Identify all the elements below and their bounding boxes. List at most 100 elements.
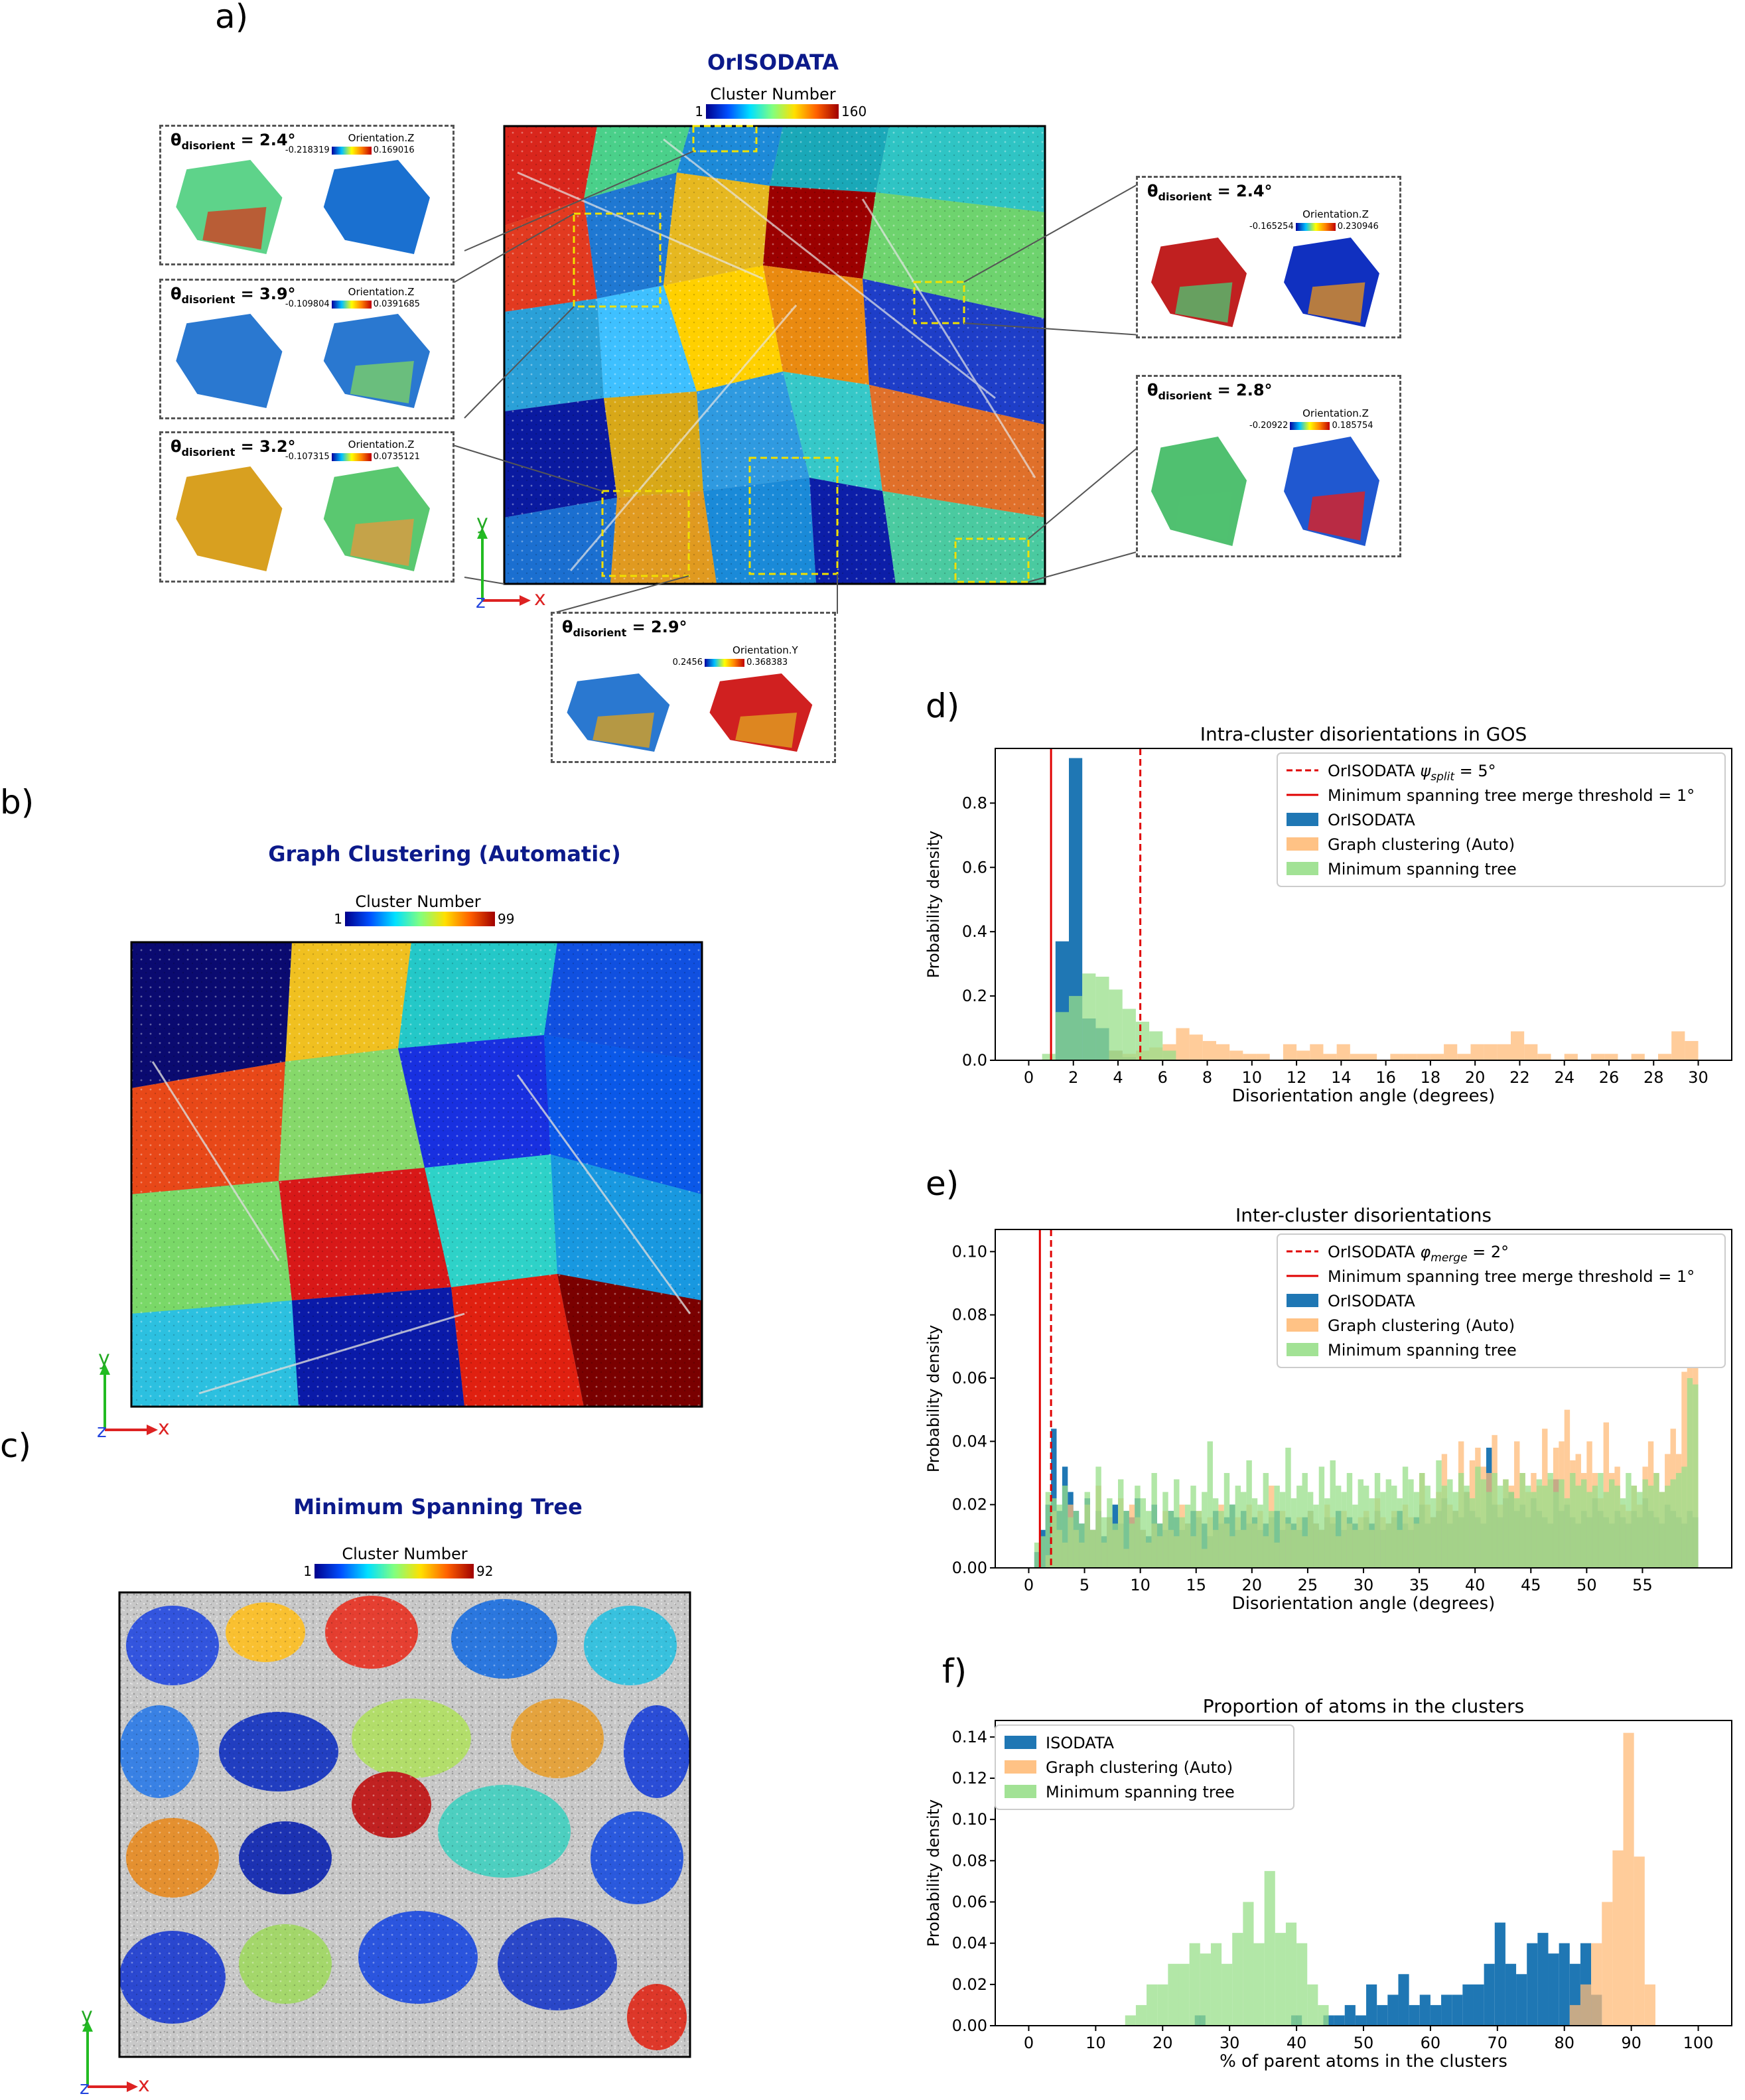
bar-minimum-spanning-tree	[1480, 1479, 1486, 1568]
bar-minimum-spanning-tree	[1157, 1984, 1168, 2026]
axis-b-z: z	[97, 1420, 107, 1442]
inset-connectors	[451, 151, 1142, 614]
bar-minimum-spanning-tree	[1051, 1498, 1057, 1568]
bar-minimum-spanning-tree	[1168, 1511, 1174, 1568]
bar-graph-clustering-auto-	[1612, 1850, 1624, 2026]
bar-minimum-spanning-tree	[1486, 1492, 1492, 1568]
inset-5: θdisorient = 2.8° Orientation.Z -0.20922 0.…	[1136, 375, 1401, 557]
y-tick-label: 0.0	[962, 1051, 987, 1070]
bar-graph-clustering-auto-	[1497, 1044, 1511, 1060]
x-tick-label: 30	[1688, 1068, 1709, 1087]
inset-colorbar-min: 0.2456	[672, 658, 703, 667]
inset-colorbar-gradient	[331, 300, 372, 309]
bar-minimum-spanning-tree	[1218, 1511, 1224, 1568]
inset-colorbar-label: Orientation.Y	[733, 644, 798, 656]
x-tick-label: 5	[1080, 1576, 1089, 1594]
bar-minimum-spanning-tree	[1296, 1486, 1302, 1568]
bar-minimum-spanning-tree	[1123, 1511, 1129, 1568]
inset-6: θdisorient = 2.9° Orientation.Y 0.2456 0.36…	[551, 612, 836, 763]
inset-colorbar-min: -0.165254	[1249, 222, 1294, 232]
bar-isodata	[1430, 2004, 1442, 2026]
inset-orientation-grain	[323, 314, 430, 408]
bar-minimum-spanning-tree	[1575, 1486, 1581, 1568]
bar-minimum-spanning-tree	[1614, 1486, 1620, 1568]
colorbar-b-max: 99	[498, 911, 515, 927]
inset-orientation-grain	[709, 673, 813, 752]
bar-minimum-spanning-tree	[1095, 1466, 1101, 1568]
bar-minimum-spanning-tree	[1207, 1441, 1213, 1568]
x-tick-label: 25	[1298, 1576, 1318, 1594]
bar-minimum-spanning-tree	[1156, 1523, 1163, 1568]
bar-minimum-spanning-tree	[1385, 1479, 1392, 1568]
bar-minimum-spanning-tree	[1129, 1523, 1135, 1568]
bar-isodata	[1537, 1933, 1549, 2026]
bar-graph-clustering-auto-	[1511, 1031, 1525, 1060]
orisodata-map	[503, 125, 1046, 585]
x-tick-label: 22	[1509, 1068, 1530, 1087]
y-tick-label: 0.8	[962, 794, 987, 812]
x-tick-label: 20	[1465, 1068, 1486, 1087]
bar-minimum-spanning-tree	[1514, 1498, 1520, 1568]
bar-graph-clustering-auto-	[1323, 1054, 1337, 1060]
inset-theta-label: θdisorient = 3.9°	[171, 285, 296, 306]
plot-frame	[995, 748, 1732, 1061]
bar-isodata	[1516, 1974, 1527, 2026]
inset-colorbar-max: 0.0391685	[373, 299, 420, 309]
bar-minimum-spanning-tree	[1235, 1486, 1241, 1568]
chart-title: Proportion of atoms in the clusters	[1203, 1695, 1524, 1717]
bar-minimum-spanning-tree	[1352, 1504, 1358, 1568]
bar-minimum-spanning-tree	[1391, 1486, 1397, 1568]
bar-isodata	[1355, 2015, 1367, 2026]
inset-orientation-grain	[1284, 238, 1379, 327]
legend-patch	[1287, 1318, 1318, 1332]
mst-map	[118, 1591, 691, 2058]
bar-minimum-spanning-tree	[1503, 1479, 1509, 1568]
x-tick-label: 15	[1186, 1576, 1206, 1594]
bar-minimum-spanning-tree	[1346, 1473, 1353, 1568]
bar-minimum-spanning-tree	[1626, 1473, 1632, 1568]
bar-minimum-spanning-tree	[1151, 1473, 1157, 1568]
colorbar-b: Cluster Number 1 99	[279, 892, 557, 927]
inset-orientation-grain	[1284, 437, 1379, 546]
bar-minimum-spanning-tree	[1112, 1523, 1118, 1568]
bar-minimum-spanning-tree	[1313, 1504, 1319, 1568]
panel-c-title: Minimum Spanning Tree	[293, 1494, 583, 1519]
bar-minimum-spanning-tree	[1542, 1486, 1548, 1568]
bar-minimum-spanning-tree	[1168, 1963, 1179, 2026]
bar-minimum-spanning-tree	[1118, 1479, 1124, 1568]
legend-patch	[1287, 1294, 1318, 1307]
x-tick-label: 0	[1024, 1068, 1034, 1087]
legend-patch	[1005, 1785, 1036, 1798]
bar-minimum-spanning-tree	[1147, 1984, 1158, 2026]
bar-minimum-spanning-tree	[1553, 1492, 1559, 1568]
inset-cluster-grain	[176, 314, 283, 408]
bar-minimum-spanning-tree	[1408, 1479, 1414, 1568]
bar-minimum-spanning-tree	[1318, 2004, 1329, 2026]
y-tick-label: 0.00	[952, 1559, 987, 1577]
legend-patch	[1287, 862, 1318, 875]
bar-graph-clustering-auto-	[1189, 1034, 1203, 1060]
colorbar-b-gradient	[345, 912, 495, 926]
bar-minimum-spanning-tree	[1125, 2015, 1136, 2026]
inset-colorbar-gradient	[331, 453, 372, 461]
x-tick-label: 6	[1158, 1068, 1168, 1087]
legend-patch	[1005, 1736, 1036, 1749]
bar-minimum-spanning-tree	[1363, 1486, 1369, 1568]
colorbar-c-label: Cluster Number	[342, 1545, 468, 1563]
x-axis-label: Disorientation angle (degrees)	[1232, 1086, 1496, 1106]
axis-b-x: x	[158, 1417, 170, 1440]
bar-minimum-spanning-tree	[1358, 1479, 1363, 1568]
bar-isodata	[1366, 1984, 1377, 2026]
bar-graph-clustering-auto-	[1243, 1054, 1257, 1060]
x-tick-label: 12	[1287, 1068, 1307, 1087]
bar-isodata	[1398, 1974, 1409, 2026]
axis-c-x: x	[138, 2073, 150, 2097]
colorbar-c: Cluster Number 1 92	[265, 1545, 544, 1579]
bar-minimum-spanning-tree	[1122, 1009, 1136, 1060]
legend-label: OrISODATA φmerge = 2°	[1328, 1243, 1509, 1265]
bar-minimum-spanning-tree	[1223, 1473, 1230, 1568]
inset-theta-label: θdisorient = 2.9°	[562, 618, 687, 639]
inset-cluster-grain	[176, 160, 283, 254]
bar-minimum-spanning-tree	[1525, 1486, 1531, 1568]
y-tick-label: 0.04	[952, 1934, 987, 1953]
